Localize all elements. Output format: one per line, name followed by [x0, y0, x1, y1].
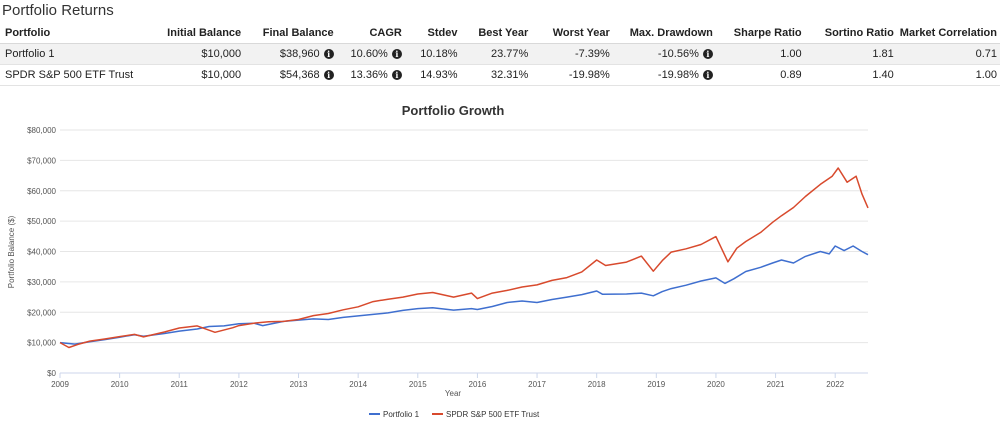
portfolio-returns-table: Portfolio Initial Balance Final Balance …: [0, 22, 1000, 86]
table-row: SPDR S&P 500 ETF Trust $10,000 $54,368 i …: [0, 64, 1000, 86]
y-axis-label: Portfolio Balance ($): [7, 215, 16, 288]
cell-market-correlation: 0.71: [896, 43, 1000, 65]
x-tick-label: 2022: [826, 380, 844, 389]
series-line-spy[interactable]: [59, 167, 869, 349]
page-title: Portfolio Returns: [2, 2, 114, 19]
x-tick-label: 2014: [349, 380, 367, 389]
x-tick-label: 2016: [469, 380, 487, 389]
cell-initial-balance: $10,000: [137, 64, 245, 86]
y-tick-label: $10,000: [27, 339, 56, 348]
header-initial-balance[interactable]: Initial Balance: [137, 22, 245, 44]
header-best-year[interactable]: Best Year: [460, 22, 532, 44]
x-tick-label: 2013: [290, 380, 308, 389]
cell-portfolio: Portfolio 1: [0, 43, 138, 65]
y-tick-label: $0: [47, 369, 56, 378]
y-tick-label: $70,000: [27, 156, 56, 165]
header-portfolio[interactable]: Portfolio: [0, 22, 138, 44]
cell-max-drawdown: -19.98% i: [612, 64, 716, 86]
cell-max-drawdown: -10.56% i: [612, 43, 716, 65]
chart-grid: [60, 129, 868, 374]
x-tick-label: 2011: [171, 380, 189, 389]
cell-sharpe-ratio: 0.89: [715, 64, 805, 86]
cell-final-balance: $54,368 i: [244, 64, 337, 86]
x-tick-label: 2021: [767, 380, 785, 389]
cell-sortino-ratio: 1.81: [804, 43, 897, 65]
header-sortino-ratio[interactable]: Sortino Ratio: [804, 22, 897, 44]
chart-legend: Portfolio 1 SPDR S&P 500 ETF Trust: [369, 410, 540, 419]
max-drawdown-value: -19.98%: [657, 69, 699, 81]
y-tick-label: $20,000: [27, 308, 56, 317]
cagr-value: 10.60%: [350, 48, 388, 60]
info-icon[interactable]: i: [391, 70, 402, 80]
x-tick-label: 2019: [647, 380, 665, 389]
cell-best-year: 23.77%: [460, 43, 532, 65]
info-icon[interactable]: i: [702, 49, 713, 59]
series-line-portfolio-1[interactable]: [59, 245, 869, 345]
cell-stdev: 10.18%: [404, 43, 461, 65]
y-tick-label: $50,000: [27, 217, 56, 226]
x-tick-label: 2010: [111, 380, 129, 389]
cell-portfolio: SPDR S&P 500 ETF Trust: [0, 64, 138, 86]
table-row: Portfolio 1 $10,000 $38,960 i 10.60% i 10.…: [0, 43, 1000, 65]
cell-best-year: 32.31%: [460, 64, 532, 86]
info-icon[interactable]: i: [391, 49, 402, 59]
info-icon[interactable]: i: [323, 49, 334, 59]
cell-initial-balance: $10,000: [137, 43, 245, 65]
header-cagr[interactable]: CAGR: [336, 22, 405, 44]
x-tick-label: 2015: [409, 380, 427, 389]
y-tick-label: $30,000: [27, 278, 56, 287]
header-market-correlation[interactable]: Market Correlation: [896, 22, 1000, 44]
chart-series: [59, 167, 869, 349]
y-tick-label: $40,000: [27, 248, 56, 257]
header-stdev[interactable]: Stdev: [404, 22, 461, 44]
portfolio-growth-chart[interactable]: Portfolio Growth $0 $10,000 $20,000 $30,000…: [0, 96, 1000, 423]
info-icon[interactable]: i: [323, 70, 334, 80]
cell-stdev: 14.93%: [404, 64, 461, 86]
x-axis-label: Year: [445, 389, 462, 398]
cell-market-correlation: 1.00: [896, 64, 1000, 86]
x-tick-label: 2018: [588, 380, 606, 389]
cagr-value: 13.36%: [350, 69, 388, 81]
x-tick-label: 2020: [707, 380, 725, 389]
x-tick-label: 2017: [528, 380, 546, 389]
y-tick-label: $60,000: [27, 187, 56, 196]
chart-title: Portfolio Growth: [402, 103, 505, 118]
x-tick-label: 2009: [51, 380, 69, 389]
legend-label-spy[interactable]: SPDR S&P 500 ETF Trust: [446, 410, 540, 419]
x-tick-label: 2012: [230, 380, 248, 389]
header-sharpe-ratio[interactable]: Sharpe Ratio: [715, 22, 805, 44]
final-balance-value: $38,960: [279, 48, 320, 60]
cell-worst-year: -19.98%: [531, 64, 613, 86]
final-balance-value: $54,368: [279, 69, 320, 81]
legend-label-portfolio-1[interactable]: Portfolio 1: [383, 410, 420, 419]
cell-worst-year: -7.39%: [531, 43, 613, 65]
y-tick-label: $80,000: [27, 126, 56, 135]
cell-cagr: 13.36% i: [336, 64, 405, 86]
cell-sortino-ratio: 1.40: [804, 64, 897, 86]
max-drawdown-value: -10.56%: [657, 48, 699, 60]
info-icon[interactable]: i: [702, 70, 713, 80]
header-final-balance[interactable]: Final Balance: [244, 22, 337, 44]
cell-final-balance: $38,960 i: [244, 43, 337, 65]
table-header-row: Portfolio Initial Balance Final Balance …: [0, 22, 1000, 44]
cell-cagr: 10.60% i: [336, 43, 405, 65]
header-worst-year[interactable]: Worst Year: [531, 22, 613, 44]
header-max-drawdown[interactable]: Max. Drawdown: [612, 22, 716, 44]
cell-sharpe-ratio: 1.00: [715, 43, 805, 65]
chart-axes: $0 $10,000 $20,000 $30,000 $40,000 $50,000 $60…: [27, 126, 868, 389]
